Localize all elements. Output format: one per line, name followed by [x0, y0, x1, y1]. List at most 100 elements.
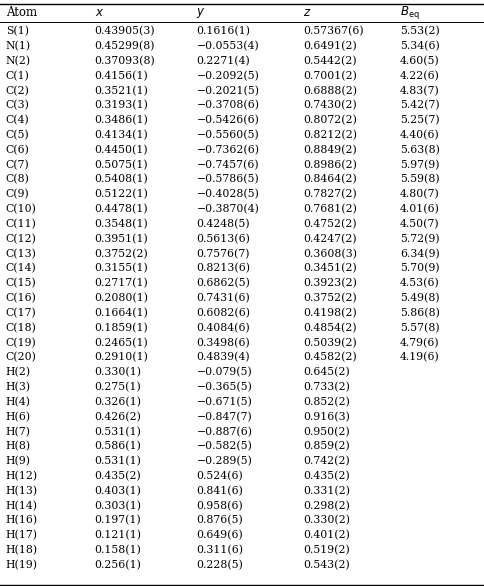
Text: C(15): C(15): [6, 278, 36, 288]
Text: H(14): H(14): [6, 500, 38, 511]
Text: H(8): H(8): [6, 441, 31, 452]
Text: 5.25(7): 5.25(7): [399, 115, 439, 125]
Text: 0.3548(1): 0.3548(1): [94, 219, 148, 229]
Text: 0.5075(1): 0.5075(1): [94, 159, 148, 170]
Text: 5.72(9): 5.72(9): [399, 234, 439, 244]
Text: C(9): C(9): [6, 189, 30, 200]
Text: H(9): H(9): [6, 456, 31, 466]
Text: C(20): C(20): [6, 352, 37, 363]
Text: H(13): H(13): [6, 486, 38, 496]
Text: −0.2021(5): −0.2021(5): [196, 86, 259, 96]
Text: 0.7681(2): 0.7681(2): [302, 204, 356, 214]
Text: 4.40(6): 4.40(6): [399, 130, 439, 140]
Text: −0.365(5): −0.365(5): [196, 382, 252, 392]
Text: 0.303(1): 0.303(1): [94, 500, 141, 511]
Text: C(10): C(10): [6, 204, 37, 214]
Text: 0.4134(1): 0.4134(1): [94, 130, 148, 140]
Text: 0.6862(5): 0.6862(5): [196, 278, 250, 288]
Text: 0.3486(1): 0.3486(1): [94, 115, 148, 125]
Text: 0.958(6): 0.958(6): [196, 500, 242, 511]
Text: $\mathit{B}_{\mathrm{eq}}$: $\mathit{B}_{\mathrm{eq}}$: [399, 4, 419, 22]
Text: 0.950(2): 0.950(2): [302, 427, 349, 437]
Text: 0.3608(3): 0.3608(3): [302, 248, 356, 259]
Text: 0.330(1): 0.330(1): [94, 367, 141, 377]
Text: 0.401(2): 0.401(2): [302, 530, 349, 540]
Text: C(7): C(7): [6, 159, 30, 170]
Text: H(7): H(7): [6, 427, 31, 437]
Text: C(1): C(1): [6, 71, 30, 81]
Text: 0.4247(2): 0.4247(2): [302, 234, 356, 244]
Text: 0.543(2): 0.543(2): [302, 560, 349, 570]
Text: 4.19(6): 4.19(6): [399, 352, 439, 363]
Text: C(17): C(17): [6, 308, 36, 318]
Text: 4.01(6): 4.01(6): [399, 204, 439, 214]
Text: 0.8464(2): 0.8464(2): [302, 175, 356, 185]
Text: 0.2717(1): 0.2717(1): [94, 278, 148, 288]
Text: 0.841(6): 0.841(6): [196, 486, 243, 496]
Text: C(13): C(13): [6, 248, 37, 259]
Text: 0.3923(2): 0.3923(2): [302, 278, 356, 288]
Text: 5.59(8): 5.59(8): [399, 175, 439, 185]
Text: 0.8213(6): 0.8213(6): [196, 263, 250, 274]
Text: 0.228(5): 0.228(5): [196, 560, 243, 570]
Text: 0.435(2): 0.435(2): [302, 471, 349, 481]
Text: −0.847(7): −0.847(7): [196, 411, 252, 422]
Text: 0.158(1): 0.158(1): [94, 545, 141, 556]
Text: 0.6082(6): 0.6082(6): [196, 308, 250, 318]
Text: 4.79(6): 4.79(6): [399, 338, 439, 348]
Text: H(12): H(12): [6, 471, 38, 481]
Text: −0.4028(5): −0.4028(5): [196, 189, 259, 200]
Text: H(17): H(17): [6, 530, 38, 540]
Text: 0.2465(1): 0.2465(1): [94, 338, 148, 348]
Text: 0.4854(2): 0.4854(2): [302, 323, 356, 333]
Text: N(1): N(1): [6, 41, 31, 52]
Text: C(16): C(16): [6, 293, 37, 304]
Text: −0.079(5): −0.079(5): [196, 367, 252, 377]
Text: 0.531(1): 0.531(1): [94, 456, 141, 466]
Text: −0.887(6): −0.887(6): [196, 427, 252, 437]
Text: $\mathit{y}$: $\mathit{y}$: [196, 6, 205, 20]
Text: −0.2092(5): −0.2092(5): [196, 71, 259, 81]
Text: H(6): H(6): [6, 411, 31, 422]
Text: 0.45299(8): 0.45299(8): [94, 41, 155, 52]
Text: 0.1859(1): 0.1859(1): [94, 323, 148, 333]
Text: C(6): C(6): [6, 145, 30, 155]
Text: 0.3752(2): 0.3752(2): [302, 293, 356, 304]
Text: 0.4084(6): 0.4084(6): [196, 323, 250, 333]
Text: 0.7576(7): 0.7576(7): [196, 248, 249, 259]
Text: 0.4478(1): 0.4478(1): [94, 204, 148, 214]
Text: C(5): C(5): [6, 130, 30, 140]
Text: −0.7362(6): −0.7362(6): [196, 145, 259, 155]
Text: H(2): H(2): [6, 367, 31, 377]
Text: 0.3498(6): 0.3498(6): [196, 338, 250, 348]
Text: 0.5613(6): 0.5613(6): [196, 234, 250, 244]
Text: 4.50(7): 4.50(7): [399, 219, 439, 229]
Text: 5.49(8): 5.49(8): [399, 293, 439, 304]
Text: 4.60(5): 4.60(5): [399, 56, 439, 66]
Text: 0.3951(1): 0.3951(1): [94, 234, 148, 244]
Text: 0.8986(2): 0.8986(2): [302, 159, 356, 170]
Text: 0.519(2): 0.519(2): [302, 545, 349, 556]
Text: H(3): H(3): [6, 382, 31, 392]
Text: 5.86(8): 5.86(8): [399, 308, 439, 318]
Text: 6.34(9): 6.34(9): [399, 248, 439, 259]
Text: 0.586(1): 0.586(1): [94, 441, 141, 452]
Text: 5.63(8): 5.63(8): [399, 145, 439, 155]
Text: 5.97(9): 5.97(9): [399, 159, 439, 170]
Text: 0.742(2): 0.742(2): [302, 456, 349, 466]
Text: 0.4582(2): 0.4582(2): [302, 352, 356, 363]
Text: $\mathit{x}$: $\mathit{x}$: [94, 6, 104, 19]
Text: 4.22(6): 4.22(6): [399, 71, 439, 81]
Text: 0.7827(2): 0.7827(2): [302, 189, 356, 200]
Text: 0.298(2): 0.298(2): [302, 500, 349, 511]
Text: 0.311(6): 0.311(6): [196, 545, 243, 556]
Text: 0.1616(1): 0.1616(1): [196, 26, 250, 36]
Text: 4.53(6): 4.53(6): [399, 278, 439, 288]
Text: 0.6888(2): 0.6888(2): [302, 86, 356, 96]
Text: 0.5122(1): 0.5122(1): [94, 189, 148, 200]
Text: 0.43905(3): 0.43905(3): [94, 26, 155, 36]
Text: 0.37093(8): 0.37093(8): [94, 56, 155, 66]
Text: $\mathit{z}$: $\mathit{z}$: [302, 6, 311, 19]
Text: 0.4248(5): 0.4248(5): [196, 219, 250, 229]
Text: C(8): C(8): [6, 175, 30, 185]
